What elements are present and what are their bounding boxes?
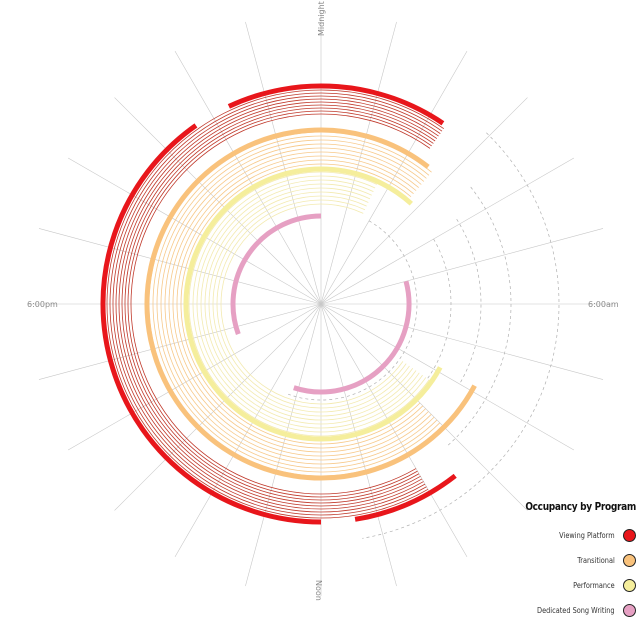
dashed-ring bbox=[362, 132, 560, 539]
thin-arc bbox=[115, 98, 439, 510]
legend-swatch bbox=[623, 604, 636, 617]
dashed-ring bbox=[288, 220, 418, 401]
legend-label: Dedicated Song Writing bbox=[537, 606, 615, 615]
thin-arc bbox=[106, 89, 444, 519]
legend-label: Transitional bbox=[577, 556, 615, 565]
thin-arc bbox=[112, 95, 441, 513]
spoke-line bbox=[320, 303, 528, 511]
thin-arc bbox=[152, 135, 441, 473]
midnight-label: Midnight bbox=[317, 1, 326, 36]
hour-spokes bbox=[29, 12, 613, 596]
dashed-ring bbox=[456, 219, 482, 385]
spoke-line bbox=[67, 157, 322, 305]
occupancy-thick-arcs bbox=[100, 83, 477, 525]
legend: Occupancy by Program Viewing Platform Tr… bbox=[476, 500, 636, 623]
thin-arc bbox=[109, 92, 443, 516]
spoke-line bbox=[245, 21, 322, 305]
thin-arc bbox=[208, 191, 414, 417]
spoke-line bbox=[320, 303, 468, 558]
spoke-line bbox=[38, 303, 322, 380]
spoke-line bbox=[320, 97, 528, 305]
thin-arc bbox=[188, 171, 430, 437]
spoke-line bbox=[320, 50, 468, 305]
viewing-platform-arc bbox=[100, 123, 322, 525]
dashed-ring bbox=[427, 238, 452, 379]
spoke-line bbox=[320, 303, 604, 380]
viewing-platform-arc bbox=[227, 83, 445, 126]
six-am-label: 6:00am bbox=[588, 300, 619, 309]
dashed-guide-rings bbox=[288, 132, 560, 539]
thin-arc bbox=[192, 175, 427, 433]
thin-arc bbox=[118, 101, 438, 507]
legend-swatch bbox=[623, 579, 636, 592]
spoke-line bbox=[320, 303, 575, 451]
spoke-line bbox=[67, 303, 322, 451]
thin-arc bbox=[200, 183, 420, 425]
legend-item-song-writing: Dedicated Song Writing bbox=[476, 598, 636, 623]
thin-arc bbox=[204, 187, 417, 421]
thin-arc bbox=[156, 139, 438, 469]
spoke-line bbox=[320, 21, 397, 305]
six-pm-label: 6:00pm bbox=[27, 300, 58, 309]
legend-swatch bbox=[623, 529, 636, 542]
thin-arc bbox=[121, 104, 436, 504]
spoke-line bbox=[174, 50, 322, 305]
spoke-line bbox=[114, 97, 322, 305]
legend-item-performance: Performance bbox=[476, 573, 636, 598]
thin-arc bbox=[196, 179, 423, 429]
dashed-ring bbox=[447, 186, 512, 446]
thin-arc bbox=[212, 195, 410, 413]
thin-arc bbox=[160, 143, 435, 465]
legend-swatch bbox=[623, 554, 636, 567]
legend-label: Performance bbox=[573, 581, 615, 590]
thin-arc bbox=[180, 163, 421, 445]
legend-label: Viewing Platform bbox=[559, 531, 615, 540]
thin-arc bbox=[172, 155, 426, 453]
thin-arc bbox=[220, 203, 404, 405]
song-writing-arc bbox=[230, 213, 322, 335]
spoke-line bbox=[38, 228, 322, 305]
spoke-line bbox=[320, 228, 604, 305]
legend-title: Occupancy by Program bbox=[525, 500, 636, 513]
spoke-line bbox=[245, 303, 322, 587]
spoke-line bbox=[320, 157, 575, 305]
transitional-arc bbox=[144, 127, 477, 481]
noon-label: Noon bbox=[314, 580, 323, 601]
thin-arc bbox=[124, 107, 434, 501]
thin-arc bbox=[164, 147, 432, 461]
spoke-line bbox=[320, 303, 397, 587]
legend-item-transitional: Transitional bbox=[476, 548, 636, 573]
thin-arc bbox=[176, 159, 424, 449]
performance-arc bbox=[183, 166, 443, 442]
spoke-line bbox=[114, 303, 322, 511]
thin-arc bbox=[127, 110, 432, 498]
thin-arc bbox=[130, 113, 431, 495]
spoke-line bbox=[174, 303, 322, 558]
thin-arc bbox=[216, 199, 407, 409]
thin-arc bbox=[168, 151, 429, 457]
viewing-platform-arc bbox=[354, 473, 457, 522]
song-writing-arc bbox=[293, 280, 412, 395]
legend-item-viewing-platform: Viewing Platform bbox=[476, 523, 636, 548]
